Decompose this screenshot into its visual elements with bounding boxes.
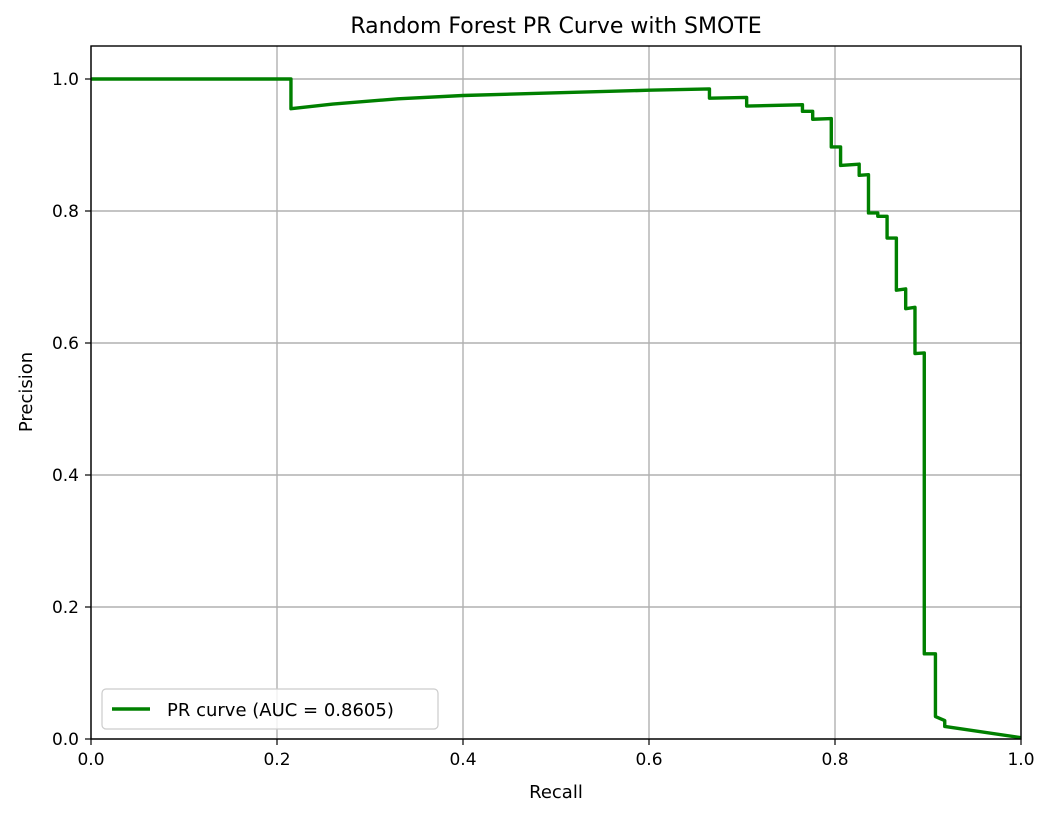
x-axis-label: Recall xyxy=(529,782,583,803)
y-tick-label-5: 1.0 xyxy=(52,70,79,90)
legend-label: PR curve (AUC = 0.8605) xyxy=(167,700,394,721)
grid xyxy=(90,46,1022,740)
ticks: 0.0 0.2 0.4 0.6 0.8 1.0 0.0 0.2 0.4 0.6 0.8 1.0 xyxy=(52,70,1035,770)
plot-frame xyxy=(90,45,1022,740)
chart-title: Random Forest PR Curve with SMOTE xyxy=(350,14,761,39)
y-tick-label-2: 0.4 xyxy=(52,466,79,486)
x-tick-label-0: 0.0 xyxy=(77,750,104,770)
legend: PR curve (AUC = 0.8605) xyxy=(101,688,439,730)
y-tick-label-3: 0.6 xyxy=(52,334,79,354)
x-tick-label-5: 1.0 xyxy=(1007,750,1034,770)
legend-box xyxy=(101,688,439,730)
series-line-0 xyxy=(91,77,1022,740)
x-tick-label-1: 0.2 xyxy=(263,750,290,770)
y-tick-label-4: 0.8 xyxy=(52,202,79,222)
series-layer xyxy=(91,77,1022,740)
y-tick-label-1: 0.2 xyxy=(52,598,79,618)
x-tick-label-4: 0.8 xyxy=(821,750,848,770)
y-tick-label-0: 0.0 xyxy=(52,730,79,750)
x-tick-label-3: 0.6 xyxy=(635,750,662,770)
x-tick-label-2: 0.4 xyxy=(449,750,476,770)
y-axis-label: Precision xyxy=(16,352,37,432)
